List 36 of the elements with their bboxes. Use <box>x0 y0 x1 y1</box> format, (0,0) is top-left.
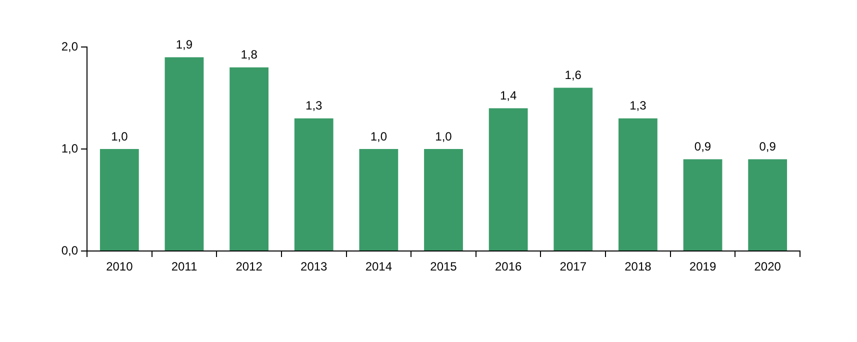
bar <box>618 118 658 250</box>
x-tick-label: 2020 <box>754 260 782 274</box>
x-tick-label: 2012 <box>236 260 263 274</box>
x-tick-label: 2014 <box>365 260 392 274</box>
x-tick-label: 2011 <box>171 260 198 274</box>
data-label: 1,8 <box>240 48 258 62</box>
bar <box>424 149 463 250</box>
x-tick-label: 2015 <box>430 260 458 274</box>
data-label: 1,4 <box>500 88 517 103</box>
bar <box>294 118 334 250</box>
bar <box>100 149 139 250</box>
data-label: 1,0 <box>370 129 388 144</box>
data-label: 1,6 <box>564 68 582 82</box>
data-label: 1,9 <box>176 38 193 52</box>
bar <box>164 57 204 250</box>
x-tick-label: 2010 <box>106 260 134 274</box>
data-label: 1,0 <box>111 129 128 144</box>
bar <box>748 159 788 250</box>
x-tick-label: 2019 <box>689 260 716 274</box>
bar <box>554 88 593 250</box>
bar <box>359 149 398 250</box>
data-label: 1,3 <box>630 98 647 113</box>
data-label: 0,9 <box>759 140 776 154</box>
bar <box>488 108 528 250</box>
bar <box>230 67 268 250</box>
x-tick-label: 2016 <box>494 260 522 274</box>
x-tick-label: 2018 <box>624 260 652 274</box>
y-tick-label: 2,0 <box>61 39 78 54</box>
data-label: 1,3 <box>306 98 323 113</box>
bar <box>683 159 722 250</box>
y-tick-label: 0,0 <box>61 243 78 258</box>
y-tick-label: 1,0 <box>61 141 78 156</box>
x-tick-label: 2017 <box>560 260 587 274</box>
data-label: 1,0 <box>435 129 452 144</box>
x-tick-label: 2013 <box>300 260 328 274</box>
data-label: 0,9 <box>694 140 712 154</box>
